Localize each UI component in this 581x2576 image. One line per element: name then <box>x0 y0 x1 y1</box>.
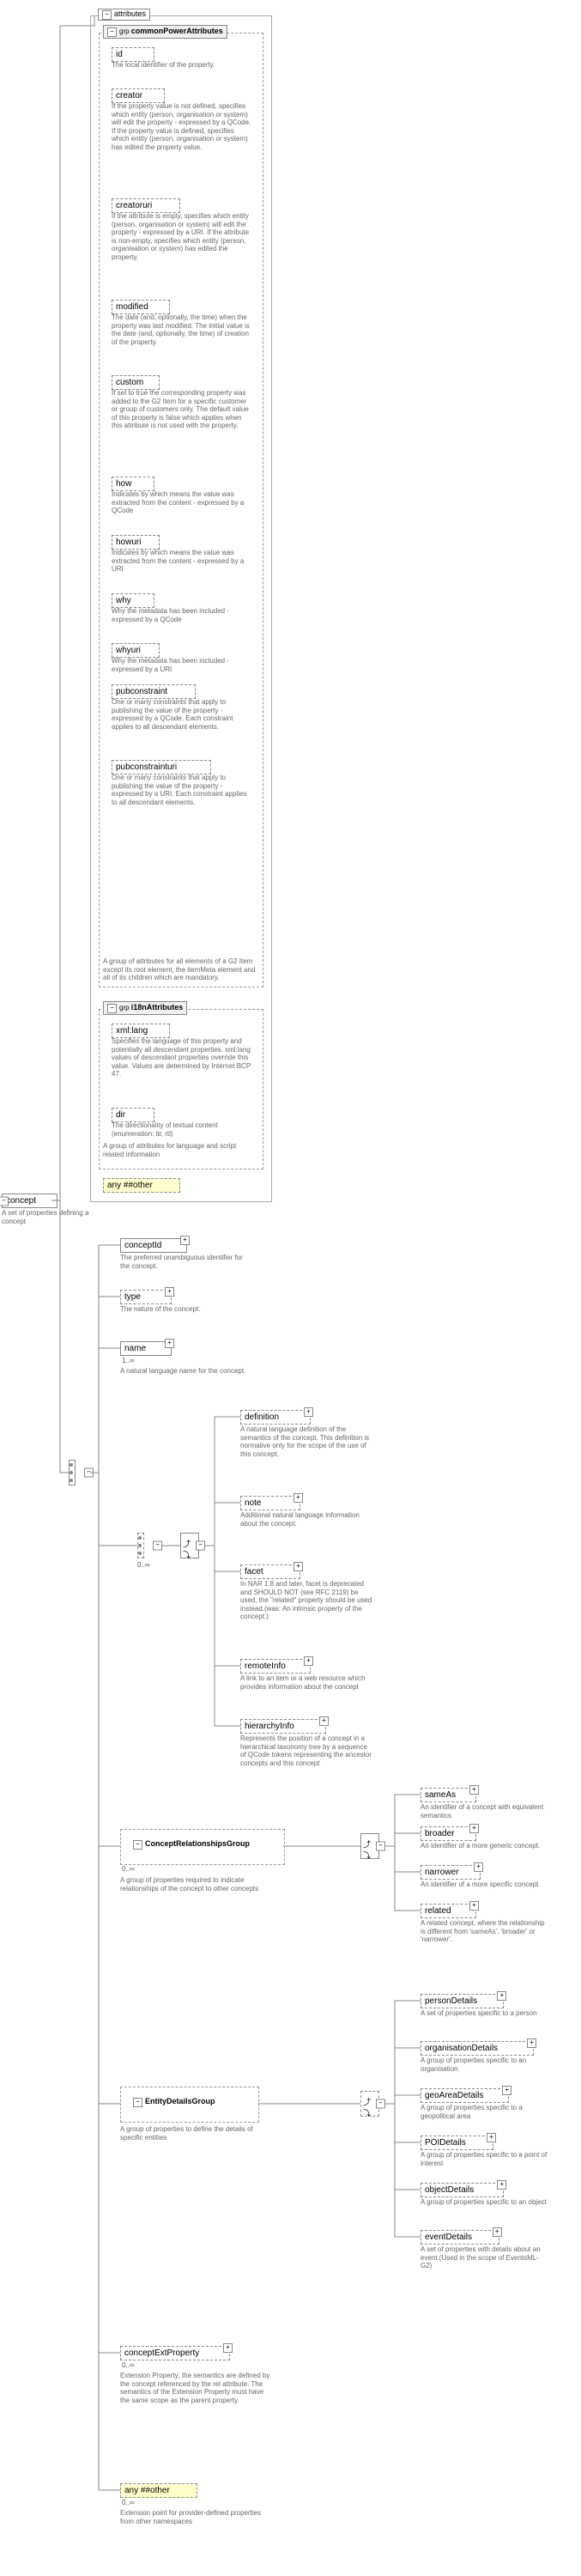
group-header[interactable]: −grp i18nAttributes <box>103 1001 187 1015</box>
expand-icon[interactable]: + <box>294 1493 303 1503</box>
attr-desc: The local identifier of the property. <box>112 61 253 70</box>
expand-icon[interactable]: + <box>469 1785 479 1795</box>
element-label: concept <box>6 1196 36 1206</box>
type-desc: The nature of the concept. <box>120 1305 249 1314</box>
element-remoteinfo[interactable]: remoteInfo+ <box>240 1659 311 1674</box>
attributes-label: −attributes <box>98 9 150 21</box>
expand-icon[interactable]: + <box>304 1407 313 1417</box>
attr-desc: If set to true the corresponding propert… <box>112 389 253 430</box>
attr-id: id <box>112 47 154 62</box>
attr-xml-lang: xml:lang <box>112 1024 170 1038</box>
expand-icon[interactable]: + <box>294 1562 303 1571</box>
attr-desc: The date (and, optionally, the time) whe… <box>112 313 253 346</box>
element-definition[interactable]: definition+ <box>240 1410 311 1425</box>
attr-modified: modified <box>112 300 170 314</box>
element-hierarchyinfo[interactable]: hierarchyInfo+ <box>240 1719 326 1734</box>
choice-info: ⤴⤵ − <box>180 1533 201 1558</box>
expand-icon[interactable]: + <box>469 1901 479 1911</box>
commonpower-desc: A group of attributes for all elements o… <box>103 957 257 982</box>
attr-custom: custom <box>112 375 160 390</box>
expand-icon[interactable]: + <box>502 2086 511 2095</box>
crg-card: 0..∞ <box>122 1865 135 1873</box>
concept-desc: A set of properties defining a concept <box>2 1209 105 1225</box>
element-any-other: any ##other <box>120 2483 197 2498</box>
expand-icon[interactable]: + <box>180 1236 190 1245</box>
expand-icon[interactable]: + <box>223 2343 233 2353</box>
attr-desc: Indicates by which means the value was e… <box>112 490 253 515</box>
element-facet[interactable]: facet+ <box>240 1564 300 1579</box>
element-conceptextproperty[interactable]: conceptExtProperty + <box>120 2346 230 2360</box>
collapse-icon[interactable]: − <box>84 1468 94 1478</box>
any-card: 0..∞ <box>122 2499 135 2506</box>
attr-pubconstrainturi: pubconstrainturi <box>112 760 211 775</box>
element-type[interactable]: type + <box>120 1290 172 1304</box>
element-persondetails[interactable]: personDetails+ <box>421 1994 504 2008</box>
element-organisationdetails[interactable]: organisationDetails+ <box>421 2041 534 2056</box>
element-related[interactable]: related+ <box>421 1904 476 1918</box>
attr-desc: Why the metadata has been included - exp… <box>112 657 253 673</box>
attr-desc: One or many constraints that apply to pu… <box>112 698 253 731</box>
collapse-icon[interactable]: − <box>196 1541 205 1551</box>
element-narrower[interactable]: narrower+ <box>421 1865 481 1880</box>
conceptid-desc: The preferred unambiguous identifier for… <box>120 1254 249 1270</box>
cep-desc: Extension Property; the semantics are de… <box>120 2372 275 2404</box>
crg-desc: A group of properties required to indica… <box>120 1876 275 1893</box>
name-desc: A natural language name for the concept. <box>120 1367 249 1376</box>
expand-icon[interactable]: + <box>469 1824 479 1833</box>
collapse-icon[interactable]: − <box>0 1196 9 1206</box>
expand-icon[interactable]: + <box>527 2038 536 2048</box>
collapse-icon[interactable]: − <box>153 1541 162 1551</box>
expand-icon[interactable]: + <box>319 1716 329 1726</box>
attr-why: why <box>112 593 154 608</box>
expand-icon[interactable]: + <box>304 1656 313 1666</box>
choice-edg: ⤴⤵ − <box>360 2091 381 2117</box>
element-concept[interactable]: − concept <box>2 1194 57 1208</box>
group-header[interactable]: −grp commonPowerAttributes <box>103 25 227 39</box>
element-note[interactable]: note+ <box>240 1496 300 1510</box>
expand-icon[interactable]: + <box>487 2133 496 2142</box>
element-sameas[interactable]: sameAs+ <box>421 1788 476 1802</box>
element-objectdetails[interactable]: objectDetails+ <box>421 2183 504 2197</box>
name-card: 1..∞ <box>122 1357 135 1364</box>
attr-any-other: any ##other <box>103 1178 180 1193</box>
attr-how: how <box>112 477 154 491</box>
info-card: 0..∞ <box>137 1561 150 1569</box>
expand-icon[interactable]: + <box>493 2227 502 2237</box>
attr-desc: Indicates by which means the value was e… <box>112 549 253 574</box>
attr-creator: creator <box>112 88 165 103</box>
group-crg[interactable]: −ConceptRelationshipsGroup <box>120 1829 285 1865</box>
expand-icon[interactable]: + <box>474 1862 483 1872</box>
expand-icon[interactable]: + <box>497 2180 506 2190</box>
collapse-icon[interactable]: − <box>376 2099 385 2109</box>
choice-crg: ⤴⤵ − <box>360 1833 381 1859</box>
attr-desc: If the property value is not defined, sp… <box>112 102 253 152</box>
element-geoareadetails[interactable]: geoAreaDetails+ <box>421 2088 509 2103</box>
attr-creatoruri: creatoruri <box>112 198 180 213</box>
element-conceptid[interactable]: conceptId + <box>120 1238 187 1253</box>
expand-icon[interactable]: + <box>165 1339 174 1348</box>
element-broader[interactable]: broader+ <box>421 1826 476 1841</box>
i18n-desc: A group of attributes for language and s… <box>103 1142 253 1158</box>
attr-pubconstraint: pubconstraint <box>112 684 196 699</box>
expand-icon[interactable]: + <box>497 1991 506 2001</box>
collapse-icon[interactable]: − <box>376 1842 385 1851</box>
attr-howuri: howuri <box>112 535 160 550</box>
attr-whyuri: whyuri <box>112 643 160 658</box>
attr-desc: Why the metadata has been included - exp… <box>112 607 253 623</box>
element-eventdetails[interactable]: eventDetails+ <box>421 2230 499 2245</box>
attr-desc: One or many constraints that apply to pu… <box>112 774 253 806</box>
group-edg[interactable]: −EntityDetailsGroup <box>120 2087 259 2123</box>
sequence-info: − <box>137 1533 158 1558</box>
edg-desc: A group of properties to define the deta… <box>120 2125 257 2142</box>
any-desc: Extension point for provider-defined pro… <box>120 2509 275 2525</box>
attr-dir: dir <box>112 1108 154 1122</box>
sequence-main: − <box>69 1460 89 1485</box>
element-poidetails[interactable]: POIDetails+ <box>421 2136 493 2150</box>
attr-desc: If the attribute is empty, specifies whi… <box>112 212 253 262</box>
cep-card: 0..∞ <box>122 2361 135 2369</box>
element-name[interactable]: name + <box>120 1341 172 1356</box>
expand-icon[interactable]: + <box>165 1287 174 1297</box>
